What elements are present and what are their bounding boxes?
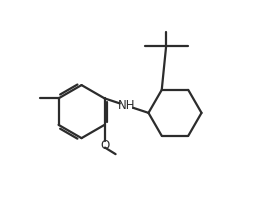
Text: NH: NH [118, 98, 135, 111]
Text: O: O [100, 139, 110, 152]
